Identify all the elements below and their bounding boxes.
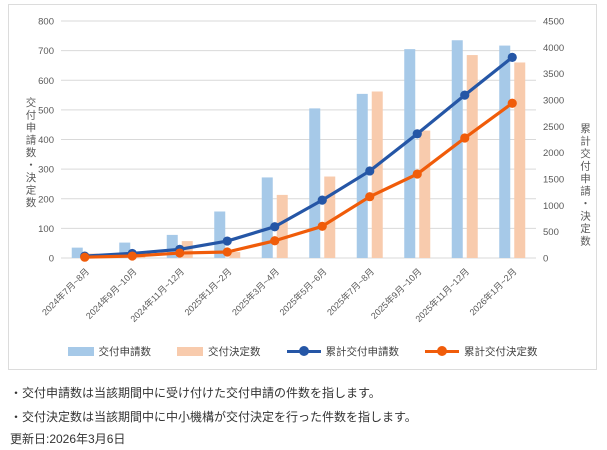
point-累計交付申請数 xyxy=(270,222,280,232)
legend-item-applications: 交付申請数 xyxy=(67,344,152,359)
point-累計交付決定数 xyxy=(460,133,470,143)
bar-交付申請数 xyxy=(309,108,321,258)
point-累計交付決定数 xyxy=(270,236,280,246)
point-累計交付申請数 xyxy=(317,195,327,205)
left-axis-title: 交付申請数・決定数 xyxy=(24,96,37,210)
line-swatch-orange-icon xyxy=(425,346,459,356)
footnotes: ・交付申請数は当該期間中に受け付けた交付申請の件数を指します。 ・交付決定数は当… xyxy=(10,381,417,429)
x-axis-tick-label: 2025年3月~4月 xyxy=(229,266,281,318)
x-axis-tick-label: 2025年1月~2月 xyxy=(182,266,234,318)
line-swatch-blue-icon xyxy=(286,346,321,356)
legend-label: 累計交付申請数 xyxy=(325,345,400,358)
right-axis-tick-label: 1000 xyxy=(543,201,564,212)
point-累計交付申請数 xyxy=(507,52,517,62)
right-axis-tick-label: 2000 xyxy=(543,148,564,159)
bar-交付申請数 xyxy=(71,247,83,258)
line-累計交付決定数 xyxy=(83,101,514,259)
left-axis-tick-label: 600 xyxy=(38,76,54,87)
point-累計交付申請数 xyxy=(222,236,232,246)
point-累計交付決定数 xyxy=(175,248,185,258)
bar-交付決定数 xyxy=(514,62,526,258)
point-累計交付申請数 xyxy=(460,90,470,100)
left-axis-tick-label: 200 xyxy=(38,194,54,205)
x-axis-tick-label: 2026年1月~2月 xyxy=(467,266,519,318)
legend-item-cumulative-decisions: 累計交付決定数 xyxy=(425,344,538,359)
bar-交付申請数 xyxy=(404,49,416,258)
bar-swatch-orange-icon xyxy=(177,346,203,356)
bar-交付申請数 xyxy=(119,242,131,258)
point-累計交付決定数 xyxy=(127,251,137,261)
right-axis-tick-label: 1500 xyxy=(543,175,564,186)
updated-date: 更新日:2026年3月6日 xyxy=(10,432,126,446)
bar-交付申請数 xyxy=(499,45,511,259)
line-累計交付申請数 xyxy=(83,55,514,258)
bar-交付決定数 xyxy=(229,252,241,258)
left-axis-tick-label: 100 xyxy=(38,224,54,235)
x-axis-tick-label: 2025年7月~8月 xyxy=(324,266,376,318)
chart-legend: 交付申請数 交付決定数 累計交付申請数 累計交付決定数 xyxy=(9,341,596,361)
left-axis-tick-label: 0 xyxy=(49,254,54,265)
chart-card: 0 100 200 300 400 500 600 700 800 0 500 1000 1500 200… xyxy=(8,4,597,370)
point-累計交付申請数 xyxy=(365,166,375,176)
point-累計交付決定数 xyxy=(80,252,90,262)
point-累計交付決定数 xyxy=(507,98,517,108)
legend-item-decisions: 交付決定数 xyxy=(177,344,261,359)
point-累計交付申請数 xyxy=(412,129,422,139)
point-累計交付決定数 xyxy=(222,247,232,257)
bar-交付決定数 xyxy=(276,194,288,258)
legend-item-cumulative-applications: 累計交付申請数 xyxy=(286,344,400,359)
left-axis-tick-label: 400 xyxy=(38,135,54,146)
footnote-applications: ・交付申請数は当該期間中に受け付けた交付申請の件数を指します。 xyxy=(10,386,381,400)
bar-交付申請数 xyxy=(166,234,178,258)
point-累計交付決定数 xyxy=(412,169,422,179)
right-axis-tick-label: 4500 xyxy=(543,17,564,28)
x-axis-tick-label: 2025年9月~10月 xyxy=(368,266,423,321)
right-axis-tick-label: 3000 xyxy=(543,96,564,107)
legend-label: 交付申請数 xyxy=(98,345,152,358)
left-axis-tick-label: 300 xyxy=(38,165,54,176)
bar-swatch-blue-icon xyxy=(67,346,94,356)
bar-交付決定数 xyxy=(466,55,478,258)
x-axis-tick-label: 2024年7月~8月 xyxy=(39,266,91,318)
legend-label: 交付決定数 xyxy=(208,345,261,358)
legend-label: 累計交付決定数 xyxy=(464,345,538,358)
left-axis-tick-label: 800 xyxy=(38,17,54,28)
bar-交付申請数 xyxy=(261,177,273,258)
left-axis-tick-label: 500 xyxy=(38,105,54,116)
left-axis-tick-label: 700 xyxy=(38,46,54,57)
right-axis-tick-label: 2500 xyxy=(543,122,564,133)
x-axis-tick-label: 2025年5月~6月 xyxy=(277,266,329,318)
right-axis-tick-label: 3500 xyxy=(543,69,564,80)
point-累計交付決定数 xyxy=(317,221,327,231)
right-axis-title: 累計交付申請・決定数 xyxy=(579,122,591,248)
right-axis-tick-label: 500 xyxy=(543,227,559,238)
bar-交付決定数 xyxy=(419,130,431,258)
bar-交付申請数 xyxy=(451,40,463,258)
combo-chart: 0 100 200 300 400 500 600 700 800 0 500 1000 1500 200… xyxy=(38,17,564,325)
right-axis-tick-label: 4000 xyxy=(543,43,564,54)
bar-交付決定数 xyxy=(324,176,336,258)
point-累計交付決定数 xyxy=(365,192,375,202)
bar-交付決定数 xyxy=(371,91,383,258)
footnote-decisions: ・交付決定数は当該期間中に中小機構が交付決定を行った件数を指します。 xyxy=(10,410,417,424)
x-axis-tick-label: 2024年9月~10月 xyxy=(83,266,138,321)
right-axis-tick-label: 0 xyxy=(543,254,548,265)
bar-交付申請数 xyxy=(214,211,226,258)
